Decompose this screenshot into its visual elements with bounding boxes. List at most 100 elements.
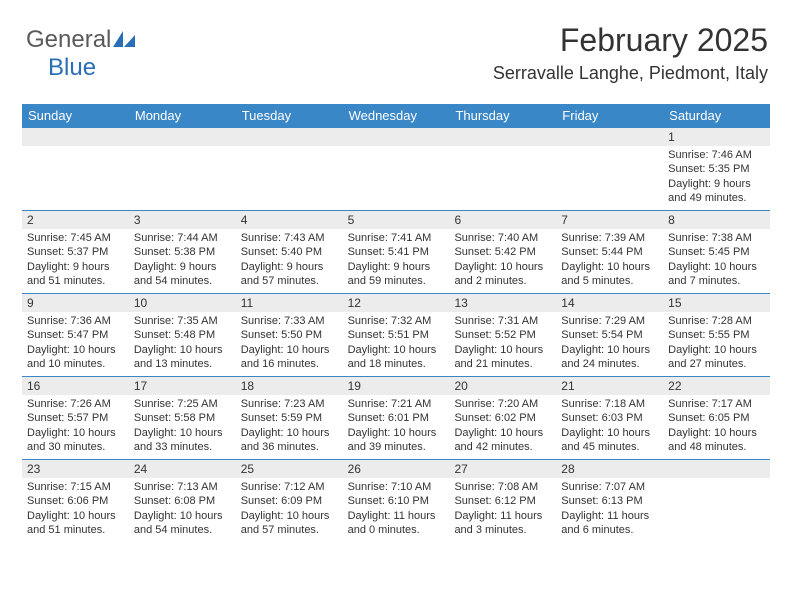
day-cell: 3Sunrise: 7:44 AMSunset: 5:38 PMDaylight…	[129, 211, 236, 293]
day-number: 6	[449, 211, 556, 229]
day-number: 28	[556, 460, 663, 478]
week-row: 23Sunrise: 7:15 AMSunset: 6:06 PMDayligh…	[22, 460, 770, 542]
day-cell: 27Sunrise: 7:08 AMSunset: 6:12 PMDayligh…	[449, 460, 556, 542]
day-details: Sunrise: 7:13 AMSunset: 6:08 PMDaylight:…	[129, 478, 236, 541]
logo-text-blue: Blue	[48, 54, 96, 81]
day-number: 24	[129, 460, 236, 478]
day-number: 3	[129, 211, 236, 229]
day-details: Sunrise: 7:07 AMSunset: 6:13 PMDaylight:…	[556, 478, 663, 541]
empty-day	[663, 460, 770, 478]
day-cell	[449, 128, 556, 210]
day-cell: 7Sunrise: 7:39 AMSunset: 5:44 PMDaylight…	[556, 211, 663, 293]
day-cell	[663, 460, 770, 542]
empty-day	[449, 128, 556, 146]
day-number: 18	[236, 377, 343, 395]
day-details: Sunrise: 7:25 AMSunset: 5:58 PMDaylight:…	[129, 395, 236, 458]
day-cell: 2Sunrise: 7:45 AMSunset: 5:37 PMDaylight…	[22, 211, 129, 293]
day-details: Sunrise: 7:20 AMSunset: 6:02 PMDaylight:…	[449, 395, 556, 458]
week-row: 16Sunrise: 7:26 AMSunset: 5:57 PMDayligh…	[22, 377, 770, 460]
day-details: Sunrise: 7:18 AMSunset: 6:03 PMDaylight:…	[556, 395, 663, 458]
day-number: 17	[129, 377, 236, 395]
day-cell: 28Sunrise: 7:07 AMSunset: 6:13 PMDayligh…	[556, 460, 663, 542]
weekday-header: Monday	[129, 104, 236, 128]
empty-day	[22, 128, 129, 146]
day-cell: 23Sunrise: 7:15 AMSunset: 6:06 PMDayligh…	[22, 460, 129, 542]
day-details: Sunrise: 7:33 AMSunset: 5:50 PMDaylight:…	[236, 312, 343, 375]
day-cell: 18Sunrise: 7:23 AMSunset: 5:59 PMDayligh…	[236, 377, 343, 459]
day-details: Sunrise: 7:40 AMSunset: 5:42 PMDaylight:…	[449, 229, 556, 292]
day-cell: 1Sunrise: 7:46 AMSunset: 5:35 PMDaylight…	[663, 128, 770, 210]
day-details: Sunrise: 7:31 AMSunset: 5:52 PMDaylight:…	[449, 312, 556, 375]
day-number: 11	[236, 294, 343, 312]
day-details: Sunrise: 7:38 AMSunset: 5:45 PMDaylight:…	[663, 229, 770, 292]
day-cell: 21Sunrise: 7:18 AMSunset: 6:03 PMDayligh…	[556, 377, 663, 459]
day-cell: 6Sunrise: 7:40 AMSunset: 5:42 PMDaylight…	[449, 211, 556, 293]
day-cell: 17Sunrise: 7:25 AMSunset: 5:58 PMDayligh…	[129, 377, 236, 459]
day-number: 16	[22, 377, 129, 395]
day-cell	[22, 128, 129, 210]
day-details: Sunrise: 7:39 AMSunset: 5:44 PMDaylight:…	[556, 229, 663, 292]
day-details: Sunrise: 7:32 AMSunset: 5:51 PMDaylight:…	[343, 312, 450, 375]
day-cell: 12Sunrise: 7:32 AMSunset: 5:51 PMDayligh…	[343, 294, 450, 376]
location-subtitle: Serravalle Langhe, Piedmont, Italy	[493, 63, 768, 84]
day-number: 8	[663, 211, 770, 229]
weekday-header: Saturday	[663, 104, 770, 128]
logo-text-general: General	[26, 26, 111, 53]
day-number: 27	[449, 460, 556, 478]
day-cell: 8Sunrise: 7:38 AMSunset: 5:45 PMDaylight…	[663, 211, 770, 293]
day-cell: 14Sunrise: 7:29 AMSunset: 5:54 PMDayligh…	[556, 294, 663, 376]
day-number: 9	[22, 294, 129, 312]
day-details: Sunrise: 7:17 AMSunset: 6:05 PMDaylight:…	[663, 395, 770, 458]
weekday-header: Wednesday	[343, 104, 450, 128]
day-cell	[343, 128, 450, 210]
day-cell: 25Sunrise: 7:12 AMSunset: 6:09 PMDayligh…	[236, 460, 343, 542]
day-number: 4	[236, 211, 343, 229]
day-details: Sunrise: 7:43 AMSunset: 5:40 PMDaylight:…	[236, 229, 343, 292]
title-block: February 2025 Serravalle Langhe, Piedmon…	[493, 22, 768, 84]
empty-day	[556, 128, 663, 146]
day-cell: 11Sunrise: 7:33 AMSunset: 5:50 PMDayligh…	[236, 294, 343, 376]
day-details: Sunrise: 7:23 AMSunset: 5:59 PMDaylight:…	[236, 395, 343, 458]
day-number: 20	[449, 377, 556, 395]
day-number: 7	[556, 211, 663, 229]
day-cell: 10Sunrise: 7:35 AMSunset: 5:48 PMDayligh…	[129, 294, 236, 376]
logo-text: General Blue	[26, 26, 135, 82]
day-cell: 13Sunrise: 7:31 AMSunset: 5:52 PMDayligh…	[449, 294, 556, 376]
day-number: 10	[129, 294, 236, 312]
weekday-header: Thursday	[449, 104, 556, 128]
day-cell: 4Sunrise: 7:43 AMSunset: 5:40 PMDaylight…	[236, 211, 343, 293]
day-number: 13	[449, 294, 556, 312]
weekday-header: Tuesday	[236, 104, 343, 128]
day-number: 26	[343, 460, 450, 478]
logo-sail-icon	[113, 34, 135, 51]
day-cell: 16Sunrise: 7:26 AMSunset: 5:57 PMDayligh…	[22, 377, 129, 459]
day-number: 22	[663, 377, 770, 395]
calendar-grid: SundayMondayTuesdayWednesdayThursdayFrid…	[22, 104, 770, 542]
day-cell	[236, 128, 343, 210]
day-details: Sunrise: 7:36 AMSunset: 5:47 PMDaylight:…	[22, 312, 129, 375]
empty-day	[236, 128, 343, 146]
day-cell: 19Sunrise: 7:21 AMSunset: 6:01 PMDayligh…	[343, 377, 450, 459]
day-details: Sunrise: 7:41 AMSunset: 5:41 PMDaylight:…	[343, 229, 450, 292]
day-number: 21	[556, 377, 663, 395]
day-number: 14	[556, 294, 663, 312]
month-title: February 2025	[493, 22, 768, 59]
day-number: 25	[236, 460, 343, 478]
weekday-header: Friday	[556, 104, 663, 128]
day-cell: 9Sunrise: 7:36 AMSunset: 5:47 PMDaylight…	[22, 294, 129, 376]
day-details: Sunrise: 7:28 AMSunset: 5:55 PMDaylight:…	[663, 312, 770, 375]
week-row: 2Sunrise: 7:45 AMSunset: 5:37 PMDaylight…	[22, 211, 770, 294]
day-cell: 5Sunrise: 7:41 AMSunset: 5:41 PMDaylight…	[343, 211, 450, 293]
day-number: 5	[343, 211, 450, 229]
day-details: Sunrise: 7:08 AMSunset: 6:12 PMDaylight:…	[449, 478, 556, 541]
day-cell	[129, 128, 236, 210]
day-number: 19	[343, 377, 450, 395]
logo: General Blue	[26, 26, 135, 82]
week-row: 9Sunrise: 7:36 AMSunset: 5:47 PMDaylight…	[22, 294, 770, 377]
day-details: Sunrise: 7:44 AMSunset: 5:38 PMDaylight:…	[129, 229, 236, 292]
day-cell: 26Sunrise: 7:10 AMSunset: 6:10 PMDayligh…	[343, 460, 450, 542]
day-number: 1	[663, 128, 770, 146]
day-number: 2	[22, 211, 129, 229]
day-number: 15	[663, 294, 770, 312]
day-details: Sunrise: 7:15 AMSunset: 6:06 PMDaylight:…	[22, 478, 129, 541]
